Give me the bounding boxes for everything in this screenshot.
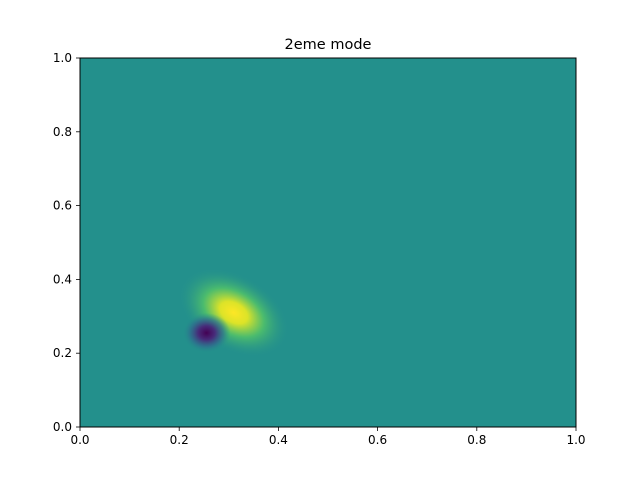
y-axis: 0.0 0.2 0.4 0.6 0.8 1.0 (53, 51, 80, 434)
x-axis: 0.0 0.2 0.4 0.6 0.8 1.0 (70, 427, 586, 447)
y-tick-label: 0.6 (53, 199, 72, 213)
chart-title: 2eme mode (285, 37, 372, 53)
x-tick-label: 0.0 (70, 433, 89, 447)
x-tick-label: 1.0 (566, 433, 585, 447)
mode-field (178, 268, 290, 358)
x-tick-label: 0.8 (467, 433, 486, 447)
y-tick-label: 1.0 (53, 51, 72, 65)
x-tick-label: 0.2 (170, 433, 189, 447)
field-minimum-lobe (182, 312, 231, 353)
plot-area (80, 58, 576, 427)
axes-frame (79, 57, 577, 428)
y-tick-label: 0.4 (53, 272, 72, 286)
y-tick-label: 0.2 (53, 346, 72, 360)
x-tick-label: 0.4 (269, 433, 288, 447)
x-tick-label: 0.6 (368, 433, 387, 447)
field-background (80, 58, 576, 427)
y-tick-label: 0.0 (53, 420, 72, 434)
y-tick-label: 0.8 (53, 125, 72, 139)
